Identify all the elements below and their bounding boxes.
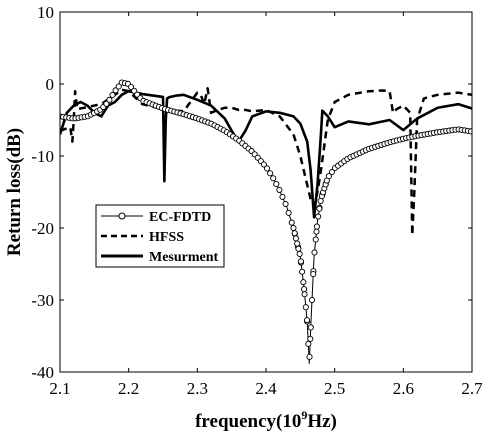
series-markers-ec-fdtd xyxy=(60,79,472,360)
data-point xyxy=(304,317,311,324)
y-tick-label: -20 xyxy=(31,219,54,238)
x-tick-label: 2.2 xyxy=(118,379,139,398)
plot-background xyxy=(60,12,472,372)
data-point xyxy=(308,296,316,304)
data-point xyxy=(301,286,308,293)
data-point xyxy=(109,91,116,99)
legend-label-mesurment: Mesurment xyxy=(149,250,219,265)
legend-label-ec-fdtd: EC-FDTD xyxy=(149,210,211,225)
x-tick-label: 2.7 xyxy=(461,379,483,398)
data-point xyxy=(279,193,286,200)
data-point xyxy=(276,186,283,193)
x-axis-label-main: frequency(10 xyxy=(195,411,301,432)
data-point xyxy=(300,279,307,286)
x-axis-label: frequency(109Hz) xyxy=(195,408,337,432)
data-point xyxy=(290,224,297,232)
legend-marker-ec-fdtd xyxy=(118,212,126,220)
data-point xyxy=(103,100,110,107)
data-point xyxy=(306,353,313,360)
series-layer xyxy=(60,79,472,364)
data-point xyxy=(106,96,113,103)
data-point xyxy=(263,165,271,172)
data-point xyxy=(291,230,298,237)
data-point xyxy=(295,245,302,252)
data-point xyxy=(302,304,309,311)
data-point xyxy=(115,83,122,90)
data-point xyxy=(301,291,308,298)
data-point xyxy=(282,200,289,208)
data-point xyxy=(270,175,277,182)
tick-labels-layer: 2.1 2.2 2.3 2.4 2.5 2.6 2.7 10 0 -10 -20 -30 -40 xyxy=(31,3,483,398)
data-point xyxy=(128,83,135,91)
data-point xyxy=(273,181,280,188)
data-point xyxy=(299,268,306,275)
data-point xyxy=(296,250,303,257)
data-point xyxy=(312,236,319,243)
x-axis-label-exponent: 9 xyxy=(301,408,307,422)
data-point xyxy=(323,177,330,184)
data-point xyxy=(467,128,472,135)
data-point xyxy=(292,235,299,242)
data-point xyxy=(310,271,317,278)
data-point xyxy=(260,161,267,168)
x-axis-label-unit: Hz) xyxy=(307,411,337,432)
data-point xyxy=(315,213,322,220)
data-point xyxy=(294,240,301,247)
y-tick-label: -10 xyxy=(31,147,54,166)
y-axis-label: Return loss(dB) xyxy=(4,128,25,256)
data-point xyxy=(267,170,274,177)
legend: EC-FDTD HFSS Mesurment xyxy=(95,204,225,268)
data-point xyxy=(307,324,314,331)
y-tick-label: -40 xyxy=(31,363,54,382)
x-tick-label: 2.4 xyxy=(255,379,277,398)
data-point xyxy=(288,219,295,226)
data-point xyxy=(316,205,323,212)
x-tick-label: 2.3 xyxy=(187,379,208,398)
data-point xyxy=(311,249,318,256)
x-tick-label: 2.6 xyxy=(393,379,414,398)
data-point xyxy=(307,335,314,342)
x-tick-label: 2.5 xyxy=(324,379,345,398)
data-point xyxy=(313,223,321,230)
data-point xyxy=(305,340,312,347)
y-tick-label: -30 xyxy=(31,291,54,310)
y-tick-label: 10 xyxy=(37,3,54,22)
data-point xyxy=(285,209,292,216)
data-point xyxy=(328,168,335,176)
y-tick-label: 0 xyxy=(46,75,55,94)
ticks-layer xyxy=(59,11,473,373)
data-point xyxy=(112,87,119,94)
legend-label-hfss: HFSS xyxy=(149,230,184,245)
data-point xyxy=(297,258,304,265)
x-tick-label: 2.1 xyxy=(49,379,70,398)
data-point xyxy=(313,228,320,235)
